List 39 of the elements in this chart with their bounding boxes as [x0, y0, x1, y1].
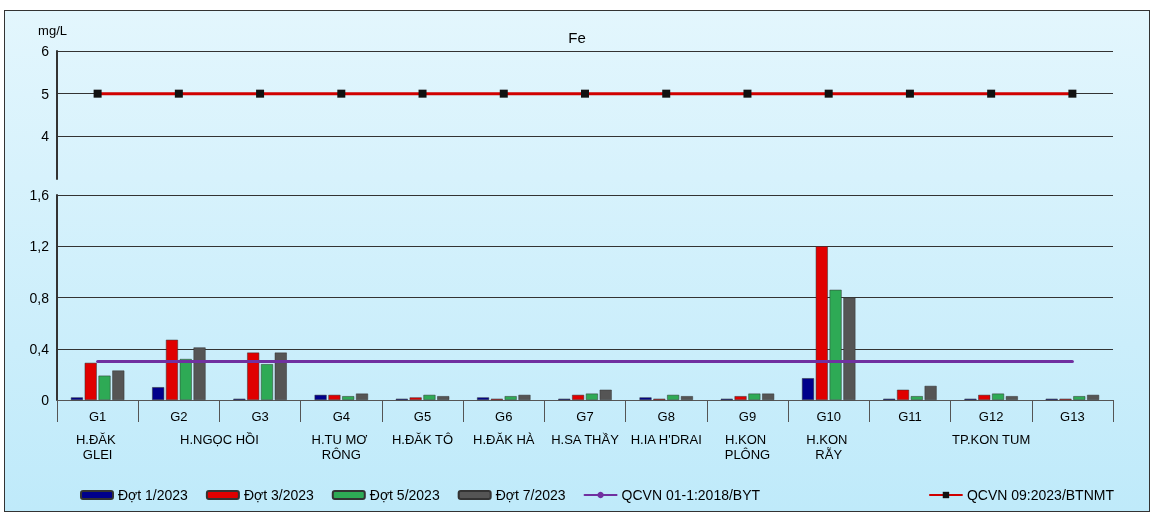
- x-tick-label: G11: [898, 409, 922, 424]
- text: H.NGỌC HỒI: [180, 432, 259, 447]
- text: H.SA THẦY: [551, 432, 620, 447]
- text: H.TU MƠ RÔNG: [311, 432, 372, 462]
- y-axis-title: mg/L: [38, 23, 67, 38]
- y-tick-label: 1,6: [29, 187, 50, 203]
- x-tick-label: G9: [738, 409, 757, 424]
- legend-label: Đợt 1/2023: [118, 487, 189, 503]
- x-tick-label: G12: [978, 409, 1004, 424]
- legend-label: Đợt 5/2023: [369, 487, 440, 503]
- x-tick-label: G5: [413, 409, 432, 424]
- x-tick-label: G1: [88, 409, 107, 424]
- x-tick-label: G2: [170, 409, 188, 424]
- x-tick-label: G4: [332, 409, 350, 424]
- x-tick-label: G13: [1060, 409, 1085, 424]
- x-tick-label: G6: [495, 409, 513, 424]
- text: H.ĐĂK GLEI: [75, 432, 120, 462]
- y-tick-label: 0: [41, 392, 50, 408]
- text: H.ĐĂK HÀ: [473, 432, 535, 447]
- text: TP.KON TUM: [952, 432, 1031, 447]
- legend-label: QCVN 09:2023/BTNMT: [966, 487, 1115, 503]
- legend-label: QCVN 01-1:2018/BYT: [621, 487, 761, 503]
- y-tick-label: 4: [41, 128, 50, 145]
- legend-label: Đợt 7/2023: [495, 487, 566, 503]
- x-tick-label: G7: [576, 409, 594, 424]
- y-tick-label: 0,8: [29, 289, 50, 306]
- text: H.KON RẪY: [806, 432, 852, 462]
- y-tick-label: 5: [41, 85, 50, 102]
- y-tick-label: 6: [41, 43, 50, 59]
- text: H.IA H'DRAI: [630, 432, 702, 447]
- x-tick-label: G3: [251, 409, 269, 424]
- legend-label: Đợt 3/2023: [243, 487, 314, 503]
- x-tick-label: G10: [816, 409, 841, 424]
- text: H.ĐĂK TÔ: [391, 432, 454, 447]
- y-tick-label: 0,4: [29, 340, 50, 357]
- chart-title: Fe: [568, 29, 586, 46]
- text: H.KON PLÔNG: [724, 432, 771, 462]
- x-tick-label: G8: [657, 409, 675, 424]
- y-tick-label: 1,2: [29, 238, 50, 255]
